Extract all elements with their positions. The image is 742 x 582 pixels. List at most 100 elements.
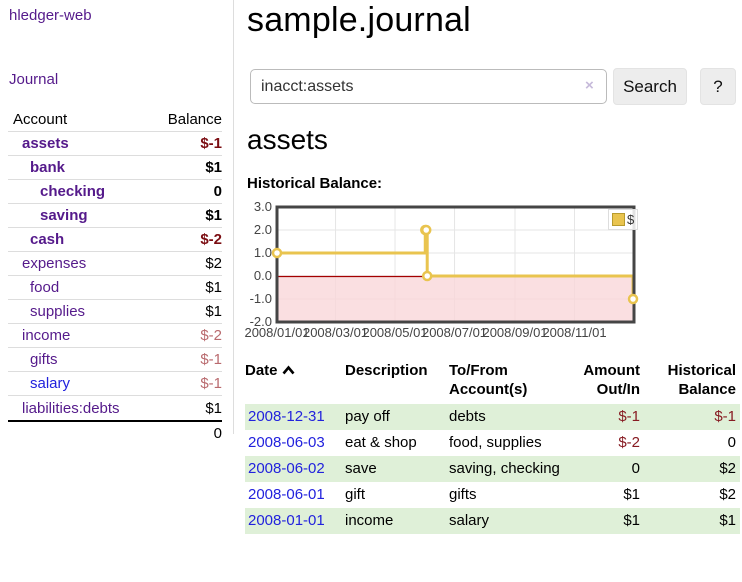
transaction-amount-cell: $-2 [618, 434, 640, 451]
transaction-accounts-cell: saving, checking [449, 460, 560, 477]
register-column-header[interactable]: Historical Balance [667, 362, 736, 398]
account-row: cash $-2 [8, 228, 222, 252]
transaction-date-cell: 2008-06-03 [245, 430, 345, 456]
transaction-date-cell: 2008-01-01 [245, 508, 345, 534]
transaction-amount-cell: $1 [623, 486, 640, 503]
transaction-accounts-cell: food, supplies [449, 434, 542, 451]
register-column-header[interactable]: To/From Account(s) [449, 362, 528, 398]
account-link[interactable]: food [30, 279, 60, 296]
historical-balance-chart[interactable] [271, 205, 639, 324]
y-tick-label: 1.0 [253, 245, 272, 260]
account-column-header: Account [13, 111, 68, 128]
account-heading: assets [247, 124, 328, 155]
transaction-date-link[interactable]: 2008-06-02 [248, 460, 325, 477]
account-balance: $1 [205, 207, 222, 224]
x-tick-label: 2008/11/01 [542, 325, 607, 340]
account-row: bank $1 [8, 156, 222, 180]
accounts-total-value: 0 [213, 425, 222, 442]
account-row: gifts $-1 [8, 348, 222, 372]
account-row: income $-2 [8, 324, 222, 348]
account-balance: $-1 [200, 375, 222, 392]
account-balance: $1 [205, 303, 222, 320]
clear-search-icon[interactable]: × [585, 77, 594, 94]
transaction-description-cell: income [345, 512, 394, 529]
x-tick-label: 2008/05/01 [362, 325, 428, 340]
register-column-header[interactable]: Amount Out/In [583, 362, 640, 398]
transaction-description-cell: gift [345, 486, 366, 503]
transaction-accounts-cell: gifts [449, 486, 477, 503]
register-table: Date Description To/From Account(s) Amou… [245, 358, 740, 534]
transaction-date-cell: 2008-06-01 [245, 482, 345, 508]
transaction-date-cell: 2008-06-02 [245, 456, 345, 482]
account-balance: $-2 [200, 231, 222, 248]
transaction-row: 2008-12-31 pay off debts $-1 $-1 [245, 404, 740, 430]
account-link[interactable]: income [22, 327, 71, 344]
account-link[interactable]: checking [40, 183, 106, 200]
account-row: checking 0 [8, 180, 222, 204]
account-balance: $1 [205, 159, 222, 176]
y-tick-label: 0.0 [253, 268, 272, 283]
transaction-amount-cell: 0 [631, 460, 640, 477]
transaction-description-cell: eat & shop [345, 434, 417, 451]
help-button[interactable]: ? [700, 68, 736, 105]
transaction-date-link[interactable]: 2008-06-01 [248, 486, 325, 503]
account-link[interactable]: bank [30, 159, 66, 176]
transaction-balance-cell: $2 [719, 460, 736, 477]
chart-canvas [271, 205, 639, 324]
transaction-balance-cell: $2 [719, 486, 736, 503]
transaction-date-link[interactable]: 2008-01-01 [248, 512, 325, 529]
y-tick-label: -2.0 [249, 314, 272, 329]
accounts-table: Account Balance assets $-1 bank $1 check… [8, 108, 222, 445]
account-balance: $-1 [200, 351, 222, 368]
transaction-date-link[interactable]: 2008-06-03 [248, 434, 325, 451]
x-tick-label: 2008/01/01 [244, 325, 310, 340]
page-title: sample.journal [247, 1, 471, 39]
transaction-description-cell: pay off [345, 408, 390, 425]
transaction-row: 2008-06-03 eat & shop food, supplies $-2… [245, 430, 740, 456]
account-row: supplies $1 [8, 300, 222, 324]
account-balance: $-2 [200, 327, 222, 344]
account-balance: $1 [205, 279, 222, 296]
transaction-date-link[interactable]: 2008-12-31 [248, 408, 325, 425]
transaction-amount-cell: $1 [623, 512, 640, 529]
transaction-row: 2008-01-01 income salary $1 $1 [245, 508, 740, 534]
y-tick-label: 3.0 [253, 199, 272, 214]
register-column-header[interactable]: Description [345, 362, 428, 379]
search-button[interactable]: Search [613, 68, 687, 105]
account-balance: 0 [213, 183, 222, 200]
account-link[interactable]: expenses [22, 255, 87, 272]
transaction-date-cell: 2008-12-31 [245, 404, 345, 430]
balance-column-header: Balance [167, 111, 222, 128]
x-tick-label: 2008/03/01 [302, 325, 369, 340]
app-title-link[interactable]: hledger-web [9, 7, 92, 24]
sort-ascending-icon [282, 361, 295, 380]
account-row: liabilities:debts $1 [8, 396, 222, 420]
account-balance: $1 [205, 399, 222, 417]
account-row: food $1 [8, 276, 222, 300]
transaction-description-cell: save [345, 460, 377, 477]
account-link[interactable]: assets [22, 135, 69, 152]
accounts-total-row: 0 [8, 420, 222, 445]
chart-legend: $ [608, 209, 639, 230]
accounts-table-header: Account Balance [8, 108, 222, 132]
sidebar-item-journal[interactable]: Journal [9, 71, 59, 88]
account-link[interactable]: liabilities:debts [22, 399, 120, 417]
account-row: salary $-1 [8, 372, 222, 396]
x-tick-label: 2008/09/01 [482, 325, 548, 340]
account-link[interactable]: supplies [30, 303, 86, 320]
search-input[interactable] [250, 69, 607, 104]
chart-title: Historical Balance: [247, 175, 383, 192]
transaction-accounts-cell: salary [449, 512, 490, 529]
account-link[interactable]: salary [30, 375, 71, 392]
account-balance: $2 [205, 255, 222, 272]
account-link[interactable]: saving [40, 207, 88, 224]
account-link[interactable]: gifts [30, 351, 58, 368]
legend-label: $ [627, 212, 635, 227]
legend-swatch-icon [612, 213, 625, 226]
account-link[interactable]: cash [30, 231, 65, 248]
transaction-balance-cell: $-1 [714, 408, 736, 425]
account-row: saving $1 [8, 204, 222, 228]
sidebar-divider [233, 0, 234, 434]
register-column-header[interactable]: Date [245, 358, 345, 399]
y-tick-label: -1.0 [249, 291, 272, 306]
